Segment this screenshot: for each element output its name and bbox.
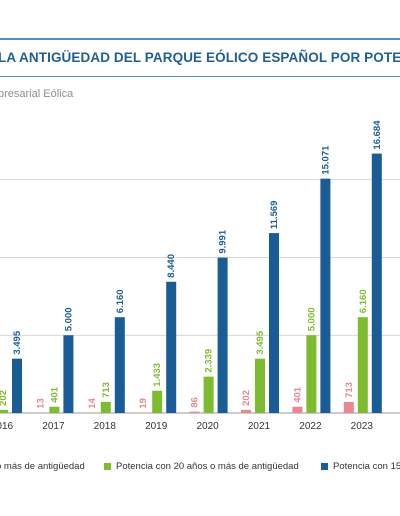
data-label-series-3: 9.991 <box>218 229 229 253</box>
data-label-series-1: 19 <box>138 398 149 409</box>
bar-series-1 <box>241 409 251 413</box>
data-label-series-3: 5.000 <box>63 307 74 331</box>
bar-series-1 <box>189 411 200 413</box>
legend-swatch-series-2 <box>104 463 111 470</box>
data-label-series-3: 6.160 <box>115 289 126 313</box>
bar-series-2 <box>255 358 265 413</box>
legend-item-series-2: Potencia con 20 años o más de antigüedad <box>104 461 299 472</box>
data-label-series-3: 15.071 <box>320 145 331 175</box>
x-tick-label: 2021 <box>248 421 271 432</box>
bar-series-3 <box>166 281 177 413</box>
bar-series-2 <box>357 317 368 413</box>
bar-series-3 <box>217 257 228 413</box>
bar-series-1 <box>343 401 354 413</box>
legend-item-series-1: o más de antigüedad <box>0 461 85 472</box>
legend-label-series-1: o más de antigüedad <box>0 461 85 472</box>
data-label-series-3: 3.495 <box>12 330 23 354</box>
data-label-series-2: 1.433 <box>152 363 163 387</box>
title-bottom-rule <box>0 76 400 77</box>
legend-item-series-3: Potencia con 15 <box>321 461 400 472</box>
data-label-series-2: 713 <box>101 382 112 398</box>
chart-source: presarial Eólica <box>0 88 74 100</box>
data-label-series-2: 202 <box>0 390 9 406</box>
x-tick-label: 2022 <box>299 421 322 432</box>
data-label-series-2: 401 <box>49 386 60 403</box>
data-label-series-3: 16.684 <box>372 120 383 150</box>
bar-series-3 <box>114 317 125 413</box>
bar-series-2 <box>0 409 8 413</box>
bar-series-3 <box>320 178 331 413</box>
bar-series-3 <box>63 335 74 413</box>
data-label-series-1: 13 <box>35 398 46 409</box>
data-label-series-1: 401 <box>292 386 303 403</box>
bar-series-2 <box>49 406 60 413</box>
x-tick-label: 2020 <box>196 421 219 432</box>
bar-series-2 <box>152 390 163 413</box>
bar-series-1 <box>292 406 303 413</box>
title-top-rule <box>0 38 400 40</box>
bar-series-2 <box>203 376 214 413</box>
bar-series-2 <box>306 335 317 413</box>
x-tick-label: 2019 <box>145 421 168 432</box>
bar-series-3 <box>371 153 382 414</box>
x-tick-label: 2016 <box>0 421 14 432</box>
data-label-series-3: 8.440 <box>166 254 177 278</box>
data-label-series-2: 2.339 <box>204 349 215 373</box>
x-tick-label: 2017 <box>42 421 65 432</box>
data-label-series-1: 202 <box>241 390 252 406</box>
data-label-series-1: 14 <box>87 397 98 408</box>
bar-series-2 <box>100 401 111 413</box>
data-label-series-2: 5.000 <box>306 307 317 331</box>
legend-label-series-3: Potencia con 15 <box>333 461 400 472</box>
legend-label-series-2: Potencia con 20 años o más de antigüedad <box>116 461 299 472</box>
bar-series-3 <box>12 358 22 413</box>
data-label-series-1: 713 <box>344 382 355 398</box>
x-tick-label: 2023 <box>351 421 374 432</box>
legend-swatch-series-3 <box>321 463 328 470</box>
bar-series-3 <box>269 233 279 413</box>
data-label-series-2: 6.160 <box>358 289 369 313</box>
data-label-series-3: 11.569 <box>269 201 280 230</box>
x-tick-label: 2018 <box>94 421 117 432</box>
data-label-series-1: 86 <box>190 397 201 408</box>
chart-title: LA ANTIGÜEDAD DEL PARQUE EÓLICO ESPAÑOL … <box>0 50 400 65</box>
data-label-series-2: 3.495 <box>255 330 266 354</box>
